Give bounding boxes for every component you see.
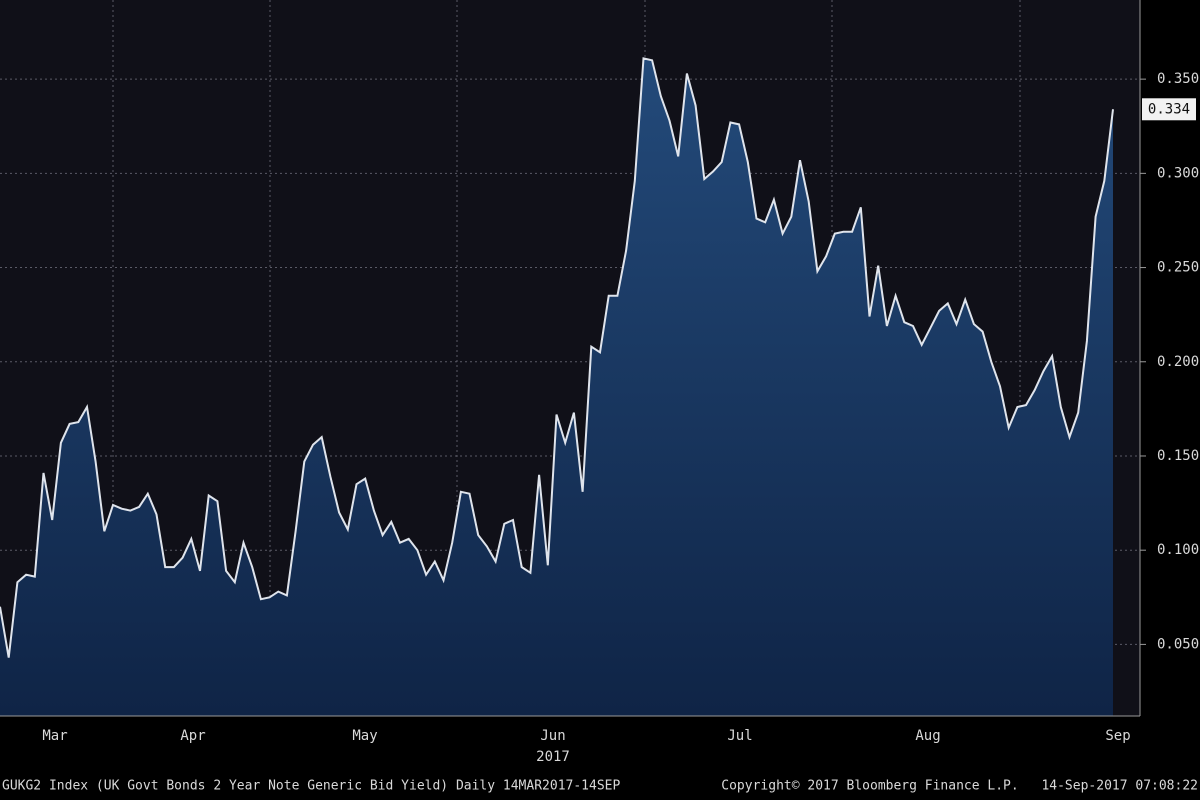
- footer-description: GUKG2 Index (UK Govt Bonds 2 Year Note G…: [2, 779, 620, 794]
- y-tick-label: 0.200: [1157, 354, 1199, 370]
- area-fill: [0, 58, 1113, 716]
- x-tick-label: Aug: [915, 728, 940, 744]
- y-tick-label: 0.050: [1157, 636, 1199, 652]
- x-tick-label: Jul: [727, 728, 752, 744]
- footer-bar: [0, 770, 1200, 800]
- year-label: 2017: [536, 749, 570, 765]
- x-tick-label: May: [352, 728, 377, 744]
- line: [0, 57, 1114, 658]
- y-tick-label: 0.300: [1157, 165, 1199, 181]
- x-tick-label: Apr: [180, 728, 205, 744]
- footer-copyright: Copyright© 2017 Bloomberg Finance L.P.: [721, 779, 1018, 794]
- x-tick-label: Jun: [540, 728, 565, 744]
- x-tick-label: Mar: [42, 728, 67, 744]
- y-tick-label: 0.350: [1157, 71, 1199, 87]
- footer-timestamp: 14-Sep-2017 07:08:22: [1041, 779, 1198, 794]
- x-tick-label: Sep: [1105, 728, 1130, 744]
- y-tick-label: 0.100: [1157, 542, 1199, 558]
- y-tick-label: 0.150: [1157, 448, 1199, 464]
- last-value-box: [1142, 98, 1196, 121]
- last-value-label: 0.334: [1148, 101, 1190, 117]
- y-tick-label: 0.250: [1157, 260, 1199, 276]
